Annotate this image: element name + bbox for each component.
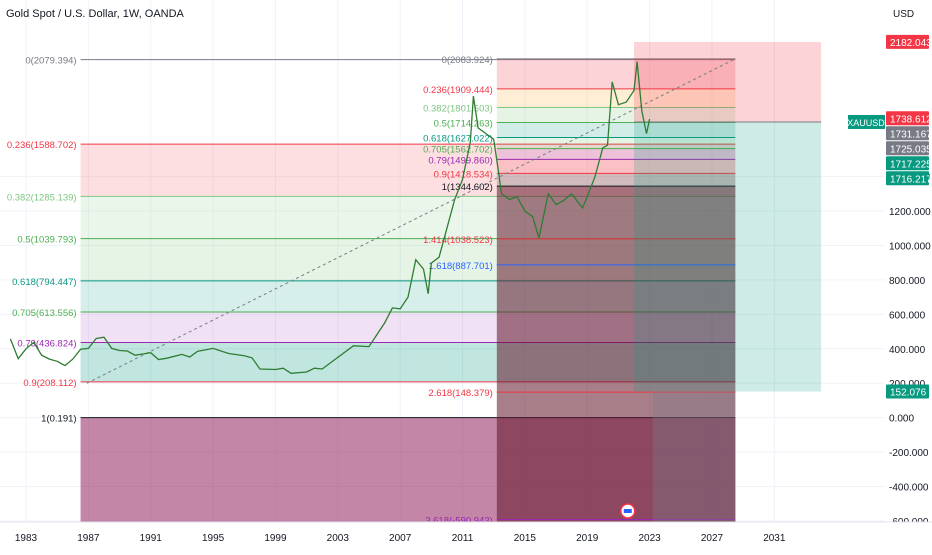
symbol-tag-label: XAUUSD (847, 118, 885, 128)
time-axis-tick-label: 2007 (389, 533, 412, 544)
fib-right-level-label: 3.618(-590.943) (425, 515, 493, 526)
price-axis-tick-label: 1200.000 (889, 207, 931, 218)
price-axis-tick-label: 800.000 (889, 276, 926, 287)
price-axis-label-text: 1716.217 (890, 174, 932, 185)
price-series-line (9, 61, 651, 374)
fib-left-level-label: 0.9(208.112) (23, 378, 76, 389)
time-axis-tick-label: 2011 (452, 533, 474, 544)
fib-right-level-label: 2.618(148.379) (428, 388, 492, 399)
time-axis-tick-label: 2015 (514, 533, 537, 544)
fib-left-level-label: 0.5(1039.793) (17, 235, 76, 246)
fib-left-level-label: 0.705(613.556) (12, 308, 76, 319)
trend-line (86, 58, 736, 384)
time-axis-tick-label: 2023 (638, 533, 661, 544)
fib-right-band (496, 58, 736, 89)
fib-right-level-label: 0.618(1627.022) (423, 134, 493, 145)
fib-right-level-label: 0.79(1499.860) (428, 155, 492, 166)
price-axis-label-bg (886, 156, 929, 171)
fib-right-level-label: 1.414(1038.523) (423, 235, 493, 246)
fib-right-level-label: 0.5(1714.263) (434, 118, 493, 129)
fib-left-level-label: 0.236(1588.702) (7, 140, 77, 151)
fib-right-band (496, 122, 736, 138)
price-axis-label-bg (886, 141, 929, 156)
fib-right-level-label: 1(1344.602) (442, 182, 493, 193)
price-axis-tick-label: 1000.000 (889, 241, 931, 252)
price-axis-label-bg (886, 171, 929, 186)
time-axis-tick-label: 1995 (202, 533, 225, 544)
time-axis-tick-label: 2003 (327, 533, 350, 544)
position-target-zone (634, 41, 822, 122)
time-axis-tick-label: 1983 (15, 533, 38, 544)
price-axis-label-text: 1731.167 (890, 129, 932, 140)
price-axis-label-bg (886, 111, 929, 126)
chart-title: Gold Spot / U.S. Dollar, 1W, OANDA (6, 8, 184, 20)
price-axis-label-bg (886, 384, 929, 399)
price-axis-currency: USD (893, 9, 914, 20)
fib-right-band (496, 173, 736, 187)
fib-right-level-label: 1.618(887.701) (428, 261, 492, 272)
fib-left-level-label: 0.382(1285.139) (7, 192, 77, 203)
fib-right-dark-region (496, 186, 736, 523)
time-axis-tick-label: 2019 (576, 533, 599, 544)
price-axis-label-bg (886, 126, 929, 141)
price-axis-label-text: 152.076 (890, 387, 927, 398)
price-axis-tick-label: 0.000 (889, 414, 914, 425)
price-axis-label-text: 2182.043 (890, 38, 932, 49)
fib-right-level-label: 0.236(1909.444) (423, 85, 493, 96)
fib-right-level-label: 0.705(1562.702) (423, 145, 493, 156)
fib-left-level-label: 0.79(436.824) (17, 338, 76, 349)
fib-right-level-label: 0.382(1801.503) (423, 103, 493, 114)
price-axis-label-text: 1717.225 (890, 159, 932, 170)
fib-left-level-label: 0.618(794.447) (12, 277, 76, 288)
position-stop-zone (634, 121, 822, 392)
price-axis-label-text: 1725.035 (890, 144, 932, 155)
time-axis-background (0, 522, 932, 550)
fib-right-level-label: 0(2083.924) (442, 55, 493, 66)
price-axis-label-text: 1738.612 (890, 114, 932, 125)
price-axis-tick-label: -400.000 (889, 483, 929, 494)
price-axis-label-bg (886, 34, 929, 49)
price-axis-background (885, 0, 932, 550)
price-axis-tick-label: 400.000 (889, 345, 926, 356)
fib-right-band (496, 159, 736, 174)
time-axis-tick-label: 1987 (77, 533, 100, 544)
time-axis-tick-label: 1999 (264, 533, 287, 544)
fib-right-band (496, 107, 736, 123)
fib-left-level-label: 0(2079.394) (25, 56, 76, 67)
symbol-tag-bg (848, 114, 885, 129)
time-axis-tick-label: 1991 (140, 533, 163, 544)
projection-box (652, 391, 736, 522)
fib-right-band (496, 137, 736, 149)
time-axis-tick-label: 2031 (763, 533, 786, 544)
fib-left-level-label: 1(0.191) (41, 414, 76, 425)
price-axis-tick-label: 600.000 (889, 310, 926, 321)
event-flag-stripe (623, 509, 632, 513)
time-axis-tick-label: 2027 (701, 533, 724, 544)
price-axis-tick-label: -200.000 (889, 448, 929, 459)
fib-right-band (496, 148, 736, 160)
